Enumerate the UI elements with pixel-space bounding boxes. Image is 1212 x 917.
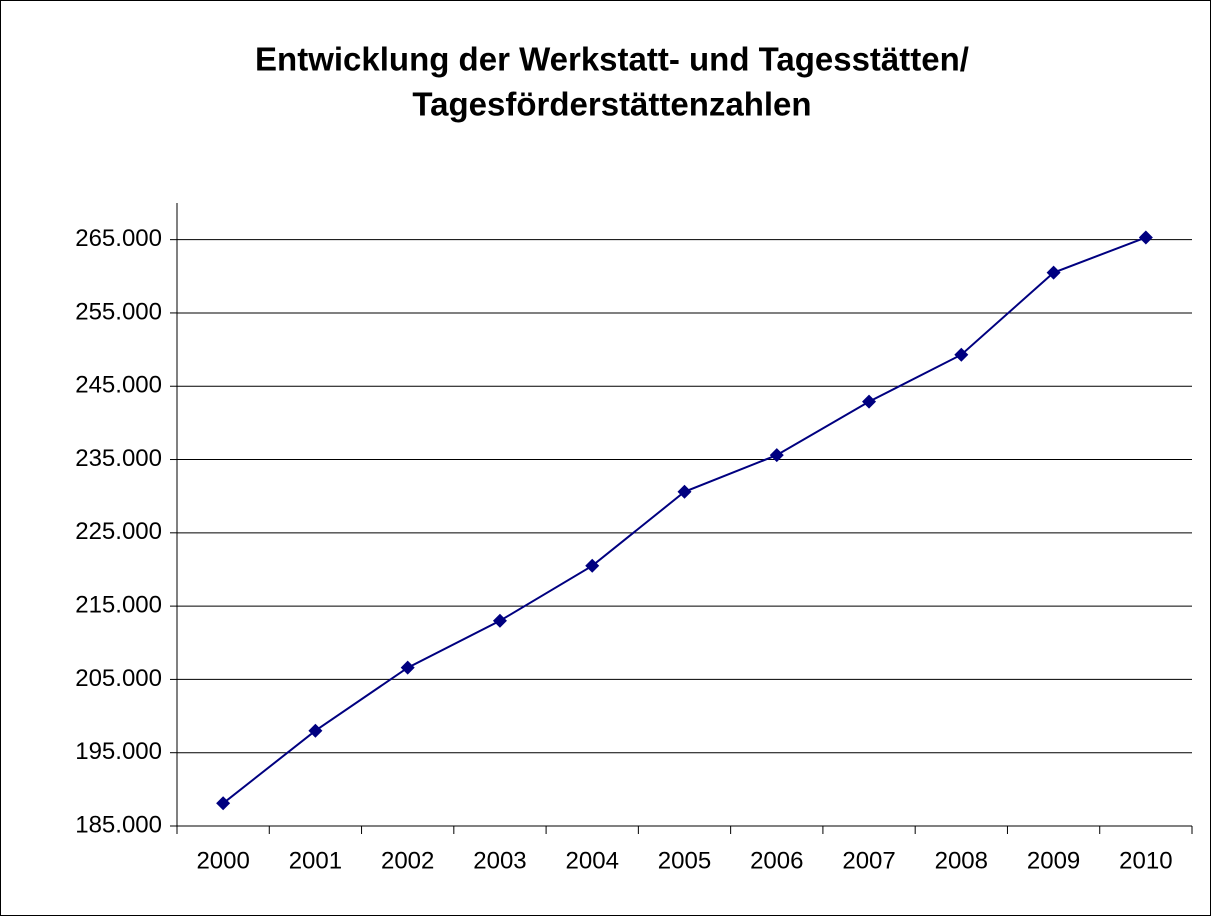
marker: [308, 723, 323, 738]
marker: [216, 796, 231, 811]
y-tick-label: 185.000: [75, 811, 162, 838]
y-tick-label: 255.000: [75, 298, 162, 325]
marker: [585, 558, 600, 573]
marker: [400, 660, 415, 675]
marker: [769, 448, 784, 463]
x-tick-label: 2009: [1027, 847, 1080, 874]
marker: [862, 394, 877, 409]
x-tick-label: 2005: [658, 847, 711, 874]
y-tick-label: 245.000: [75, 372, 162, 399]
y-tick-label: 265.000: [75, 225, 162, 252]
x-tick-label: 2004: [566, 847, 619, 874]
x-tick-label: 2002: [381, 847, 434, 874]
marker: [1046, 265, 1061, 280]
y-tick-label: 235.000: [75, 445, 162, 472]
marker: [954, 347, 969, 362]
x-tick-label: 2007: [842, 847, 895, 874]
x-tick-label: 2008: [935, 847, 988, 874]
marker: [677, 484, 692, 499]
chart-title: Tagesförderstättenzahlen: [412, 86, 811, 123]
y-tick-label: 225.000: [75, 518, 162, 545]
y-tick-label: 205.000: [75, 665, 162, 692]
x-tick-label: 2003: [473, 847, 526, 874]
y-tick-label: 195.000: [75, 738, 162, 765]
marker: [1138, 230, 1153, 245]
marker: [492, 613, 507, 628]
x-tick-label: 2010: [1119, 847, 1172, 874]
y-tick-label: 215.000: [75, 591, 162, 618]
chart-title: Entwicklung der Werkstatt- und Tagesstät…: [255, 41, 969, 78]
x-tick-label: 2006: [750, 847, 803, 874]
x-tick-label: 2000: [196, 847, 249, 874]
x-tick-label: 2001: [289, 847, 342, 874]
